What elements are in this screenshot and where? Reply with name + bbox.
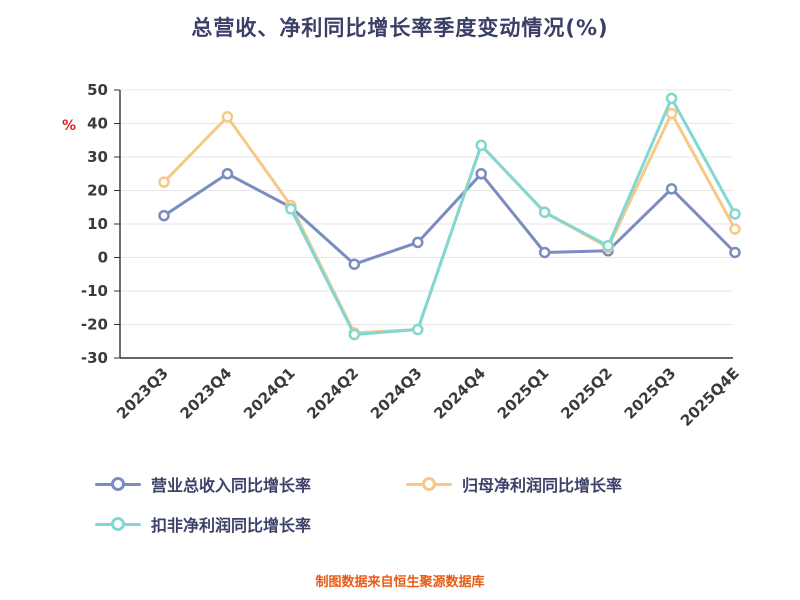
svg-text:2024Q4: 2024Q4 bbox=[430, 364, 489, 423]
svg-text:2024Q1: 2024Q1 bbox=[240, 364, 299, 423]
axes bbox=[119, 90, 733, 359]
svg-text:2023Q3: 2023Q3 bbox=[113, 364, 172, 423]
y-axis-unit-label: % bbox=[62, 118, 77, 134]
legend-label: 归母净利润同比增长率 bbox=[462, 476, 623, 495]
svg-text:2025Q4E: 2025Q4E bbox=[677, 364, 743, 430]
svg-text:50: 50 bbox=[87, 81, 108, 99]
data-point[interactable] bbox=[221, 168, 234, 180]
data-point[interactable] bbox=[412, 323, 424, 336]
legend-item-net-profit[interactable]: 归母净利润同比增长率 bbox=[406, 472, 622, 496]
svg-text:10: 10 bbox=[87, 215, 108, 233]
data-point[interactable] bbox=[538, 246, 551, 259]
chart-legend: 营业总收入同比增长率 归母净利润同比增长率 扣非净利润同比增长率 bbox=[95, 472, 735, 536]
y-axis-labels: -30 -20 -10 0 10 20 30 40 50 bbox=[81, 81, 108, 367]
data-point[interactable] bbox=[665, 92, 678, 105]
data-point[interactable] bbox=[729, 223, 741, 235]
data-point[interactable] bbox=[285, 203, 297, 215]
data-point[interactable] bbox=[158, 176, 170, 188]
data-point[interactable] bbox=[538, 206, 551, 219]
svg-text:2025Q1: 2025Q1 bbox=[494, 364, 553, 423]
svg-text:2024Q3: 2024Q3 bbox=[367, 364, 426, 423]
data-point[interactable] bbox=[602, 240, 614, 252]
svg-text:2024Q2: 2024Q2 bbox=[304, 364, 363, 423]
svg-text:-10: -10 bbox=[81, 282, 108, 300]
data-point[interactable] bbox=[475, 139, 487, 152]
x-axis-labels: 2023Q3 2023Q4 2024Q1 2024Q2 2024Q3 2024Q4 2025… bbox=[113, 364, 743, 430]
data-point[interactable] bbox=[412, 236, 424, 249]
data-point[interactable] bbox=[221, 111, 234, 123]
svg-text:30: 30 bbox=[87, 148, 108, 166]
data-point[interactable] bbox=[158, 209, 170, 222]
series-line-2 bbox=[285, 92, 741, 341]
legend-line-marker-icon bbox=[406, 476, 453, 492]
data-point[interactable] bbox=[665, 183, 678, 195]
legend-line-marker-icon bbox=[95, 476, 141, 492]
svg-text:0: 0 bbox=[98, 249, 108, 267]
svg-text:2025Q3: 2025Q3 bbox=[621, 364, 680, 423]
series-line-0 bbox=[158, 168, 741, 270]
data-source-note: 制图数据来自恒生聚源数据库 bbox=[315, 575, 485, 590]
data-point[interactable] bbox=[348, 328, 361, 341]
data-point[interactable] bbox=[729, 208, 741, 220]
legend-label: 营业总收入同比增长率 bbox=[151, 476, 312, 495]
data-point[interactable] bbox=[665, 107, 678, 120]
svg-text:40: 40 bbox=[87, 115, 108, 133]
data-point[interactable] bbox=[475, 168, 487, 180]
data-point[interactable] bbox=[348, 258, 361, 270]
legend-line-marker-icon bbox=[95, 516, 141, 532]
legend-item-non-recurring-net-profit[interactable]: 扣非净利润同比增长率 bbox=[95, 512, 311, 536]
chart-title: 总营收、净利同比增长率季度变动情况(%) bbox=[191, 16, 609, 40]
data-point[interactable] bbox=[729, 246, 741, 259]
legend-label: 扣非净利润同比增长率 bbox=[151, 516, 312, 535]
svg-text:20: 20 bbox=[87, 182, 108, 200]
legend-item-operating-revenue[interactable]: 营业总收入同比增长率 bbox=[95, 472, 311, 496]
svg-text:-30: -30 bbox=[81, 349, 108, 367]
svg-text:2023Q4: 2023Q4 bbox=[177, 364, 236, 423]
svg-text:-20: -20 bbox=[81, 316, 108, 334]
svg-text:2025Q2: 2025Q2 bbox=[557, 364, 616, 423]
gridlines bbox=[114, 89, 733, 359]
